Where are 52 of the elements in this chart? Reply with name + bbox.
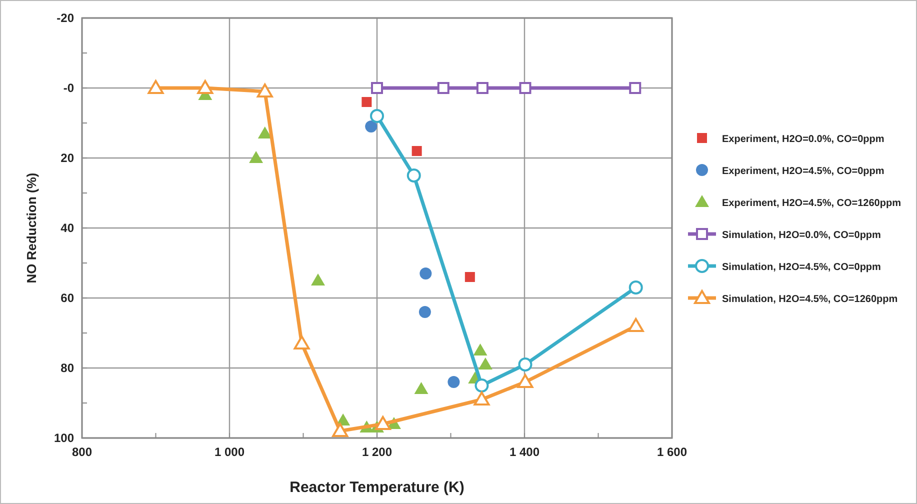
point: [519, 82, 532, 94]
y-axis-title: NO Reduction (%): [24, 172, 39, 284]
legend-label: Simulation, H2O=4.5%, CO=1260ppm: [722, 294, 898, 305]
point: [374, 416, 391, 430]
point: [294, 336, 310, 350]
legend-label: Simulation, H2O=4.5%, CO=0ppm: [722, 262, 882, 273]
legend-label: Experiment, H2O=4.5%, CO=1260ppm: [722, 198, 902, 209]
y-tick-label: -0: [63, 81, 74, 95]
x-tick-label: 1 400: [509, 445, 540, 459]
point: [371, 82, 383, 94]
x-tick-label: 1 200: [362, 445, 392, 459]
point: [448, 376, 460, 388]
point: [412, 146, 422, 156]
x-tick-label: 800: [72, 445, 92, 459]
point: [628, 280, 643, 294]
point: [365, 120, 378, 132]
point: [249, 151, 264, 163]
y-tick-label: -20: [56, 11, 74, 25]
y-tick-label: 60: [60, 291, 74, 305]
point: [474, 378, 489, 392]
y-tick-label: 100: [54, 431, 74, 445]
point: [478, 358, 492, 370]
x-axis-title: Reactor Temperature (K): [290, 479, 464, 496]
point: [332, 423, 348, 437]
legend-label: Experiment, H2O=0.0%, CO=0ppm: [722, 134, 884, 145]
point: [406, 168, 421, 182]
point: [258, 126, 272, 138]
y-tick-label: 20: [60, 151, 74, 165]
point: [629, 82, 642, 94]
y-tick-label: 40: [60, 221, 74, 235]
legend-label: Simulation, H2O=0.0%, CO=0ppm: [722, 230, 882, 241]
point: [370, 109, 384, 123]
x-tick-label: 1 600: [656, 445, 688, 459]
point: [256, 84, 273, 98]
point: [474, 392, 490, 406]
point: [197, 80, 214, 94]
point: [464, 272, 475, 282]
legend-label: Experiment, H2O=4.5%, CO=0ppm: [722, 166, 884, 177]
point: [476, 82, 488, 94]
y-tick-label: 80: [60, 361, 74, 375]
point: [311, 274, 325, 286]
x-tick-label: 1 000: [214, 445, 245, 459]
point: [437, 82, 450, 94]
point: [473, 344, 488, 356]
point: [148, 80, 164, 94]
point: [518, 358, 532, 372]
point: [420, 268, 432, 280]
point: [517, 374, 534, 388]
point: [362, 97, 372, 107]
point: [414, 382, 428, 394]
point: [628, 318, 644, 332]
point: [418, 306, 431, 318]
